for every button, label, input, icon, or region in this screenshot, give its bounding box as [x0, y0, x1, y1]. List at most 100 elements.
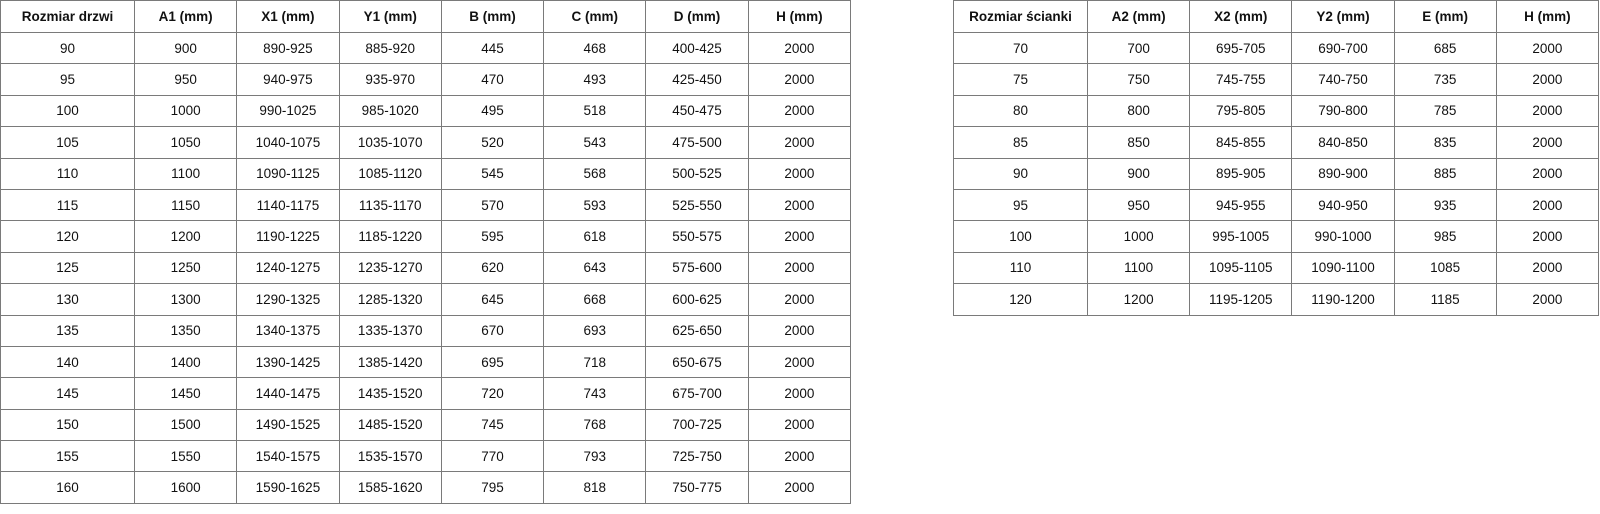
table-cell: 1190-1200: [1291, 283, 1395, 316]
table-cell: 1600: [133, 471, 238, 504]
table-cell: 1085: [1393, 251, 1497, 285]
column-header: B (mm): [440, 0, 545, 33]
table-cell: 750-775: [645, 471, 749, 504]
table-cell: 543: [543, 126, 647, 159]
table-row: 95 950 945-955 940-950 935 2000: [953, 188, 1600, 222]
table-cell: 725-750: [645, 440, 749, 473]
table-cell: 95: [0, 63, 135, 96]
table-cell: 890-900: [1291, 157, 1395, 190]
table-cell: 1135-1170: [338, 188, 442, 222]
table-cell: 1185-1220: [338, 220, 442, 253]
table-cell: 1140-1175: [236, 188, 340, 222]
table-cell: 1540-1575: [236, 440, 340, 473]
table-cell: 1590-1625: [236, 471, 340, 504]
table-cell: 2000: [747, 471, 852, 504]
table-cell: 2000: [1495, 220, 1600, 253]
table-row: 75 750 745-755 740-750 735 2000: [953, 63, 1600, 96]
table-cell: 2000: [747, 31, 852, 65]
table-row: 95 950 940-975 935-970 470 493 425-450 2000: [0, 63, 852, 96]
table-cell: 1235-1270: [338, 251, 442, 285]
table-cell: 2000: [1495, 94, 1600, 128]
table-cell: 600-625: [645, 283, 749, 316]
table-cell: 1090-1100: [1291, 251, 1395, 285]
table-cell: 2000: [1495, 63, 1600, 96]
table-cell: 750: [1086, 63, 1191, 96]
table-cell: 525-550: [645, 188, 749, 222]
table-cell: 950: [1086, 188, 1191, 222]
table-cell: 130: [0, 283, 135, 316]
table-cell: 670: [440, 314, 545, 347]
column-header: A1 (mm): [133, 0, 238, 33]
table-cell: 718: [543, 345, 647, 379]
column-header: X2 (mm): [1189, 0, 1293, 33]
table-cell: 1285-1320: [338, 283, 442, 316]
table-cell: 668: [543, 283, 647, 316]
table-cell: 445: [440, 31, 545, 65]
header-row: Rozmiar ścianki A2 (mm) X2 (mm) Y2 (mm) E (m…: [953, 0, 1600, 33]
table-cell: 1300: [133, 283, 238, 316]
table-row: 100 1000 995-1005 990-1000 985 2000: [953, 220, 1600, 253]
table-cell: 105: [0, 126, 135, 159]
table-cell: 550-575: [645, 220, 749, 253]
table-cell: 735: [1393, 63, 1497, 96]
column-header: Rozmiar ścianki: [953, 0, 1088, 33]
table-cell: 1585-1620: [338, 471, 442, 504]
table-row: 130 1300 1290-1325 1285-1320 645 668 600-625 20…: [0, 283, 852, 316]
table-cell: 795-805: [1189, 94, 1293, 128]
table-cell: 1240-1275: [236, 251, 340, 285]
table-row: 90 900 895-905 890-900 885 2000: [953, 157, 1600, 190]
table-cell: 675-700: [645, 377, 749, 410]
table-cell: 745-755: [1189, 63, 1293, 96]
table-cell: 500-525: [645, 157, 749, 190]
table-cell: 618: [543, 220, 647, 253]
table-cell: 985-1020: [338, 94, 442, 128]
table-cell: 895-905: [1189, 157, 1293, 190]
table-row: 80 800 795-805 790-800 785 2000: [953, 94, 1600, 128]
table-cell: 1195-1205: [1189, 283, 1293, 316]
table-cell: 700: [1086, 31, 1191, 65]
table-cell: 940-975: [236, 63, 340, 96]
column-header: Y2 (mm): [1291, 0, 1395, 33]
table-cell: 140: [0, 345, 135, 379]
table-cell: 1435-1520: [338, 377, 442, 410]
table-cell: 1100: [1086, 251, 1191, 285]
column-header: X1 (mm): [236, 0, 340, 33]
table-cell: 2000: [747, 283, 852, 316]
table-cell: 2000: [747, 94, 852, 128]
table-cell: 1450: [133, 377, 238, 410]
table-cell: 770: [440, 440, 545, 473]
column-header: D (mm): [645, 0, 749, 33]
table-row: 70 700 695-705 690-700 685 2000: [953, 31, 1600, 65]
table-cell: 745: [440, 408, 545, 442]
table-cell: 1535-1570: [338, 440, 442, 473]
table-cell: 940-950: [1291, 188, 1395, 222]
table-cell: 645: [440, 283, 545, 316]
table-cell: 2000: [747, 377, 852, 410]
table-cell: 80: [953, 94, 1088, 128]
table-cell: 100: [953, 220, 1088, 253]
table-cell: 2000: [747, 251, 852, 285]
table-cell: 1390-1425: [236, 345, 340, 379]
table-cell: 1400: [133, 345, 238, 379]
table-cell: 468: [543, 31, 647, 65]
table-row: 90 900 890-925 885-920 445 468 400-425 2000: [0, 31, 852, 65]
table-cell: 100: [0, 94, 135, 128]
table-cell: 1200: [1086, 283, 1191, 316]
table-cell: 720: [440, 377, 545, 410]
table-cell: 700-725: [645, 408, 749, 442]
table-cell: 2000: [1495, 251, 1600, 285]
table-cell: 695-705: [1189, 31, 1293, 65]
table-cell: 2000: [747, 157, 852, 190]
table-cell: 2000: [1495, 126, 1600, 159]
table-cell: 885-920: [338, 31, 442, 65]
table-row: 155 1550 1540-1575 1535-1570 770 793 725-750 20…: [0, 440, 852, 473]
table-cell: 793: [543, 440, 647, 473]
table-cell: 1000: [1086, 220, 1191, 253]
table-cell: 625-650: [645, 314, 749, 347]
table-cell: 995-1005: [1189, 220, 1293, 253]
table-cell: 570: [440, 188, 545, 222]
table-row: 145 1450 1440-1475 1435-1520 720 743 675-700 20…: [0, 377, 852, 410]
table-cell: 2000: [747, 63, 852, 96]
table-cell: 1200: [133, 220, 238, 253]
table-cell: 818: [543, 471, 647, 504]
